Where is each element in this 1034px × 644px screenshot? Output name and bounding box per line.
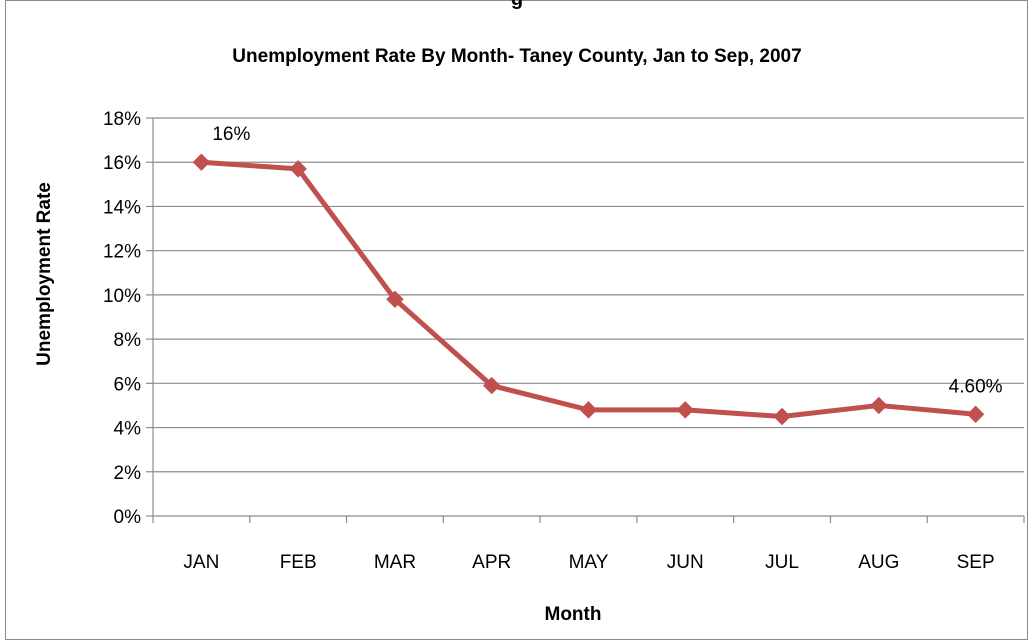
- y-tick-label: 16%: [103, 153, 141, 174]
- y-tick-labels: 0% 2% 4% 6% 8% 10% 12% 14% 16% 18%: [103, 109, 141, 528]
- data-point: [966, 405, 985, 423]
- y-tick-label: 18%: [103, 109, 141, 130]
- y-tick-label: 6%: [114, 374, 142, 395]
- y-tick-label: 8%: [114, 330, 142, 351]
- data-point: [676, 401, 694, 419]
- y-tick-label: 14%: [103, 197, 141, 218]
- series-line: [198, 159, 979, 419]
- y-tick-label: 0%: [114, 507, 142, 528]
- data-point: [870, 396, 888, 415]
- x-tick-label: MAY: [569, 552, 609, 573]
- data-point: [386, 290, 404, 309]
- x-tick-label: JUN: [667, 552, 704, 573]
- x-tick-label: MAR: [374, 552, 416, 573]
- data-point: [579, 401, 598, 419]
- data-point: [192, 153, 211, 171]
- data-point: [483, 376, 501, 395]
- x-tick-labels: JAN FEB MAR APR MAY JUN JUL AUG SEP: [183, 552, 994, 573]
- gridlines: [153, 117, 1024, 473]
- chart-frame: [5, 0, 1028, 640]
- x-tick-label: AUG: [858, 552, 899, 573]
- y-axis-label: Unemployment Rate: [34, 182, 55, 366]
- data-point: [289, 160, 307, 178]
- y-tick-label: 12%: [103, 242, 141, 263]
- data-points: [192, 153, 985, 426]
- series-unemployment: [198, 159, 979, 419]
- x-tick-label: JAN: [183, 552, 219, 573]
- data-point: [773, 407, 791, 426]
- chart-title: Unemployment Rate By Month- Taney County…: [232, 46, 801, 67]
- axes: [146, 117, 1025, 523]
- y-tick-label: 2%: [114, 463, 142, 484]
- x-tick-label: SEP: [957, 552, 995, 573]
- x-tick-label: JUL: [765, 552, 799, 573]
- data-label: 4.60%: [949, 376, 1003, 397]
- y-tick-label: 10%: [103, 286, 141, 307]
- x-tick-label: APR: [472, 552, 511, 573]
- y-tick-label: 4%: [114, 419, 142, 440]
- x-axis-label: Month: [545, 604, 602, 625]
- cut-off-title: g: [511, 0, 523, 10]
- data-labels: 16% 4.60%: [212, 124, 1002, 397]
- data-label: 16%: [212, 124, 250, 145]
- x-tick-label: FEB: [280, 552, 317, 573]
